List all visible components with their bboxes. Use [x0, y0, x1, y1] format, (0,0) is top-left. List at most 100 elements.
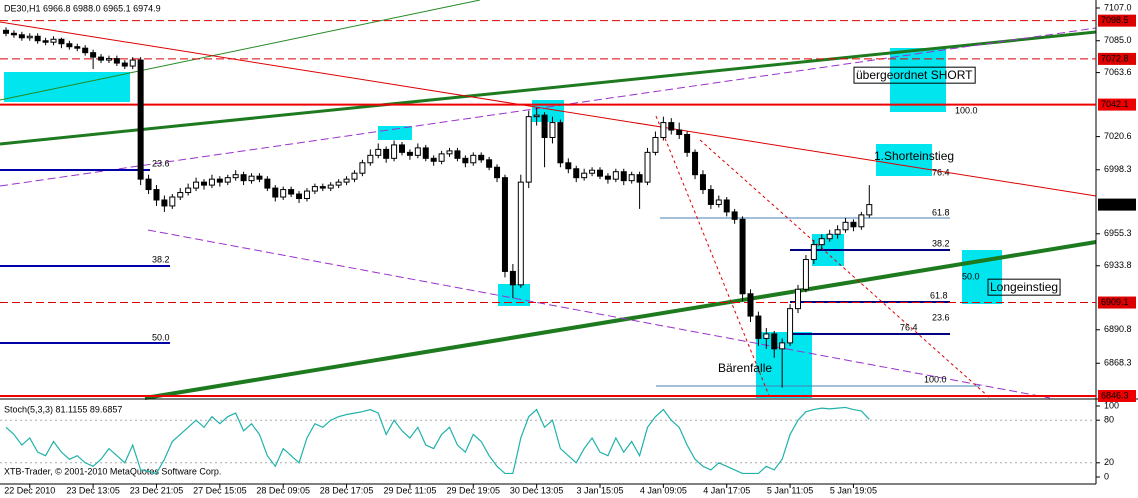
candle-body	[438, 153, 445, 162]
candle-body	[359, 162, 366, 174]
candle-body	[288, 189, 295, 195]
candle-body	[248, 175, 255, 182]
annotation: 1.Shorteinstieg	[874, 149, 954, 163]
candle-body	[589, 169, 596, 174]
candle-body	[850, 221, 857, 228]
candle-body	[525, 116, 532, 183]
candle-body	[34, 35, 41, 42]
candle-body	[10, 32, 17, 36]
candle-body	[391, 144, 398, 159]
y-tick-label: 7020.6	[1104, 131, 1132, 141]
trendline	[144, 240, 1097, 400]
candle-body	[533, 114, 540, 118]
stoch-tick-label: 0	[1104, 471, 1109, 481]
annotation: 38.2	[932, 238, 950, 248]
level-label: 6846.3	[1101, 390, 1129, 400]
candle-body	[612, 171, 619, 180]
x-tick-label: 4 Jan 17:05	[703, 485, 750, 495]
x-tick-label: 29 Dec 19:05	[447, 485, 501, 495]
candle-body	[351, 172, 358, 180]
candle-body	[787, 308, 794, 344]
x-tick-label: 28 Dec 09:05	[256, 485, 310, 495]
candle-body	[660, 122, 667, 138]
candle-body	[137, 59, 144, 180]
drawings	[0, 0, 1097, 400]
candle-body	[208, 178, 215, 186]
candle-body	[201, 181, 207, 186]
fib-line	[655, 115, 771, 399]
candle-body	[707, 189, 714, 205]
candle-body	[795, 288, 801, 310]
candle-body	[581, 172, 588, 179]
y-tick-label: 7107.0	[1104, 2, 1132, 12]
copyright: XTB-Trader, © 2001-2010 MetaQuotes Softw…	[4, 466, 221, 476]
candle-body	[105, 58, 112, 61]
candle-body	[604, 175, 611, 180]
candle-body	[486, 159, 493, 168]
level-label-box	[1098, 14, 1136, 27]
candle-body	[414, 147, 421, 156]
candle-body	[26, 35, 33, 39]
level-label-box	[1098, 296, 1136, 309]
candle-body	[462, 157, 469, 164]
candle-body	[193, 181, 200, 189]
candle-body	[161, 199, 168, 207]
candle-body	[699, 174, 706, 191]
x-tick-label: 23 Dec 13:05	[66, 485, 120, 495]
zone	[378, 126, 412, 140]
y-tick-label: 6955.3	[1104, 228, 1132, 238]
candle-body	[327, 184, 334, 189]
candle-body	[628, 174, 635, 182]
candle-body	[256, 175, 263, 180]
candle-body	[771, 333, 778, 350]
candle-body	[422, 147, 429, 159]
level-label: 6909.1	[1101, 297, 1129, 307]
candle-body	[50, 38, 57, 43]
candle-body	[692, 151, 699, 176]
x-tick-label: 29 Dec 11:05	[383, 485, 436, 495]
y-tick-label: 7063.6	[1104, 67, 1132, 77]
candle-body	[509, 270, 516, 286]
candle-body	[565, 162, 572, 170]
annotation: 61.8	[930, 290, 948, 300]
candle-body	[739, 218, 746, 295]
level-label-box	[1098, 198, 1136, 211]
trendline	[147, 229, 1051, 399]
candle-body	[311, 186, 318, 192]
candle-body	[280, 189, 287, 198]
candle-body	[272, 187, 279, 198]
candle-body	[399, 144, 405, 153]
y-tick-label: 6998.3	[1104, 164, 1132, 174]
level-label-box	[1098, 98, 1136, 111]
candle-body	[446, 150, 453, 155]
candle-body	[834, 229, 841, 235]
annotation: 50.0	[962, 271, 980, 281]
y-tick-label: 6868.3	[1104, 358, 1132, 368]
annotation: 76.4	[900, 322, 918, 332]
stoch-tick-label: 20	[1104, 457, 1114, 467]
candle-body	[264, 178, 271, 189]
candle-body	[296, 193, 303, 200]
candle-body	[240, 174, 247, 182]
x-tick-label: 23 Dec 21:05	[130, 485, 184, 495]
candle-body	[494, 166, 501, 179]
level-label-box	[1098, 390, 1136, 402]
candle-body	[636, 174, 643, 183]
trendline	[0, 27, 1097, 187]
level-label: 7098.5	[1101, 15, 1129, 25]
x-tick-label: 5 Jan 19:05	[830, 485, 877, 495]
candle-body	[763, 333, 770, 339]
candle-body	[319, 186, 326, 189]
fib-line	[699, 139, 991, 399]
candle-body	[129, 59, 136, 67]
candle-body	[74, 46, 81, 49]
candle-body	[335, 181, 342, 186]
candle-body	[779, 342, 786, 350]
annotation: 100.0	[924, 374, 947, 384]
candle-body	[375, 148, 382, 156]
x-tick-label: 3 Jan 15:05	[576, 485, 623, 495]
candle-body	[620, 171, 627, 182]
candle-body	[121, 62, 128, 67]
candle-body	[18, 34, 25, 39]
